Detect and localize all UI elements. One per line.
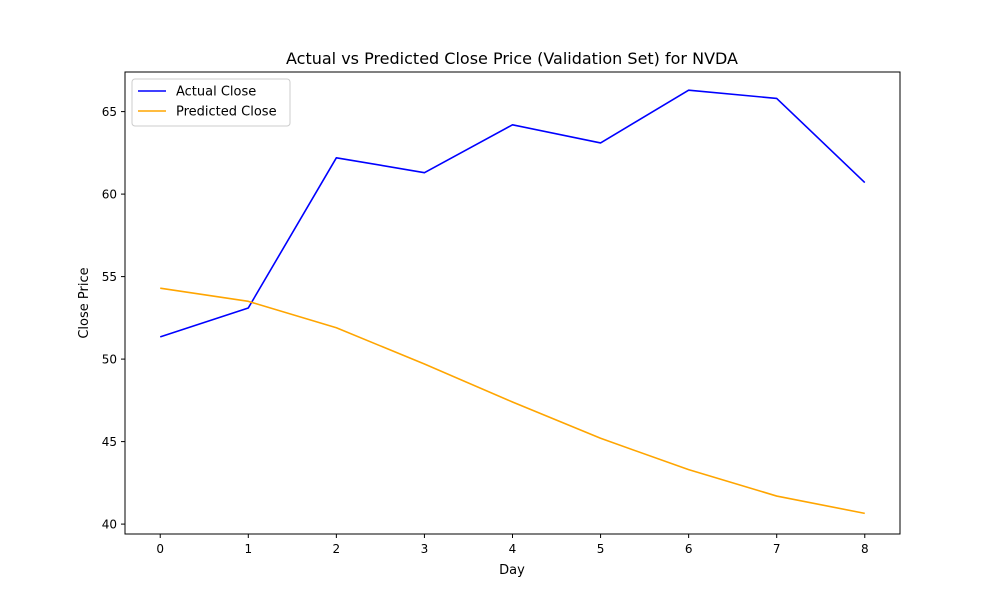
x-tick-label-5: 5	[597, 542, 605, 556]
x-tick-label-6: 6	[685, 542, 693, 556]
y-tick-label-0: 40	[102, 518, 117, 532]
y-tick-label-1: 45	[102, 435, 117, 449]
x-tick-label-0: 0	[156, 542, 164, 556]
y-tick-label-2: 50	[102, 353, 117, 367]
x-tick-label-8: 8	[861, 542, 869, 556]
legend-label-1: Predicted Close	[176, 105, 277, 120]
legend-label-0: Actual Close	[176, 85, 256, 100]
x-tick-label-7: 7	[773, 542, 781, 556]
y-tick-label-3: 55	[102, 270, 117, 284]
x-tick-label-3: 3	[421, 542, 429, 556]
legend: Actual Close Predicted Close	[131, 78, 291, 127]
chart-title: Actual vs Predicted Close Price (Validat…	[286, 49, 738, 68]
y-tick-label-5: 65	[102, 105, 117, 119]
x-axis-label: Day	[499, 563, 525, 578]
y-axis-label: Close Price	[77, 267, 92, 338]
legend-box	[131, 78, 291, 127]
plot-area	[159, 89, 866, 515]
x-tick-label-2: 2	[333, 542, 341, 556]
x-tick-label-1: 1	[244, 542, 252, 556]
y-tick-label-4: 60	[102, 188, 117, 202]
x-tick-label-4: 4	[509, 542, 517, 556]
